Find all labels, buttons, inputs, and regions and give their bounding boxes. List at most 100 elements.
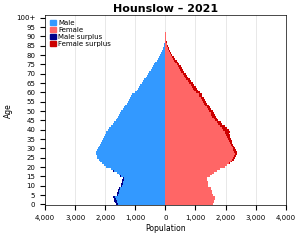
Bar xyxy=(166,41,167,43)
Bar xyxy=(165,160,231,162)
Bar xyxy=(165,80,188,82)
Bar xyxy=(231,144,233,146)
Bar xyxy=(103,138,165,140)
Bar xyxy=(165,179,207,181)
Bar xyxy=(118,194,165,196)
Bar xyxy=(168,47,169,49)
Bar xyxy=(165,103,204,105)
Bar xyxy=(225,131,230,132)
Bar xyxy=(165,157,233,159)
Bar xyxy=(165,41,166,43)
Bar xyxy=(165,177,207,179)
Bar xyxy=(165,140,229,142)
Bar xyxy=(122,181,123,183)
Bar xyxy=(165,52,170,54)
Bar xyxy=(170,52,171,54)
Bar xyxy=(102,140,165,142)
Bar xyxy=(165,142,230,144)
Bar xyxy=(118,190,119,192)
Bar xyxy=(116,119,165,121)
Bar xyxy=(165,97,201,99)
Bar xyxy=(111,168,165,170)
Bar xyxy=(127,103,165,105)
Bar xyxy=(131,95,165,97)
Bar xyxy=(165,183,208,185)
Bar xyxy=(165,71,182,73)
Bar xyxy=(232,159,234,160)
Bar xyxy=(165,198,215,200)
Bar xyxy=(179,67,182,69)
Bar xyxy=(138,88,165,90)
Bar xyxy=(231,160,232,162)
Bar xyxy=(172,56,174,58)
Bar xyxy=(193,88,197,90)
Bar xyxy=(101,142,165,144)
Bar xyxy=(165,192,212,194)
Bar xyxy=(100,144,165,146)
Bar xyxy=(165,45,167,47)
Bar xyxy=(129,99,165,101)
Bar xyxy=(163,47,165,49)
Bar xyxy=(122,183,123,185)
Bar xyxy=(169,50,170,52)
Bar xyxy=(165,119,215,121)
Bar xyxy=(155,62,165,64)
Bar xyxy=(165,144,231,146)
Bar xyxy=(227,136,230,138)
Bar xyxy=(214,118,217,119)
Bar xyxy=(203,101,206,103)
Bar xyxy=(149,71,165,73)
Bar xyxy=(165,153,235,155)
Bar xyxy=(165,131,225,132)
Bar xyxy=(151,69,165,71)
Bar xyxy=(164,41,165,43)
Bar xyxy=(157,60,165,62)
Bar xyxy=(130,97,165,99)
Bar xyxy=(165,86,192,88)
Bar xyxy=(202,99,205,101)
Bar xyxy=(223,129,229,131)
Bar xyxy=(165,132,225,134)
Bar xyxy=(204,103,207,105)
Bar xyxy=(117,200,165,202)
Bar xyxy=(97,151,165,153)
Bar xyxy=(165,190,212,192)
Bar xyxy=(232,146,234,147)
Bar xyxy=(121,175,165,177)
Bar xyxy=(116,198,165,200)
Bar xyxy=(165,189,211,190)
Bar xyxy=(165,112,211,114)
Bar xyxy=(196,91,200,93)
Bar xyxy=(98,147,165,149)
Bar xyxy=(200,95,202,97)
Bar xyxy=(165,108,208,110)
Bar xyxy=(165,181,208,183)
Bar xyxy=(163,49,165,50)
Bar xyxy=(165,37,166,39)
Bar xyxy=(161,52,165,54)
Bar xyxy=(100,160,165,162)
Bar xyxy=(102,162,165,164)
Bar xyxy=(165,73,183,75)
Bar xyxy=(152,67,165,69)
Bar xyxy=(120,112,165,114)
Bar xyxy=(104,164,165,166)
Bar xyxy=(114,198,116,200)
Bar xyxy=(106,132,165,134)
Bar xyxy=(209,110,213,112)
Bar xyxy=(188,80,191,82)
Bar xyxy=(148,73,165,75)
Bar xyxy=(106,131,165,132)
Bar xyxy=(117,194,118,196)
Bar xyxy=(165,67,179,69)
Bar xyxy=(165,50,169,52)
Bar xyxy=(128,101,165,103)
Bar xyxy=(136,90,165,91)
Bar xyxy=(191,84,194,86)
Bar xyxy=(120,187,165,189)
Bar xyxy=(217,121,221,123)
Bar xyxy=(194,90,198,91)
Bar xyxy=(116,196,165,198)
Bar xyxy=(165,64,176,65)
Bar xyxy=(230,142,232,144)
